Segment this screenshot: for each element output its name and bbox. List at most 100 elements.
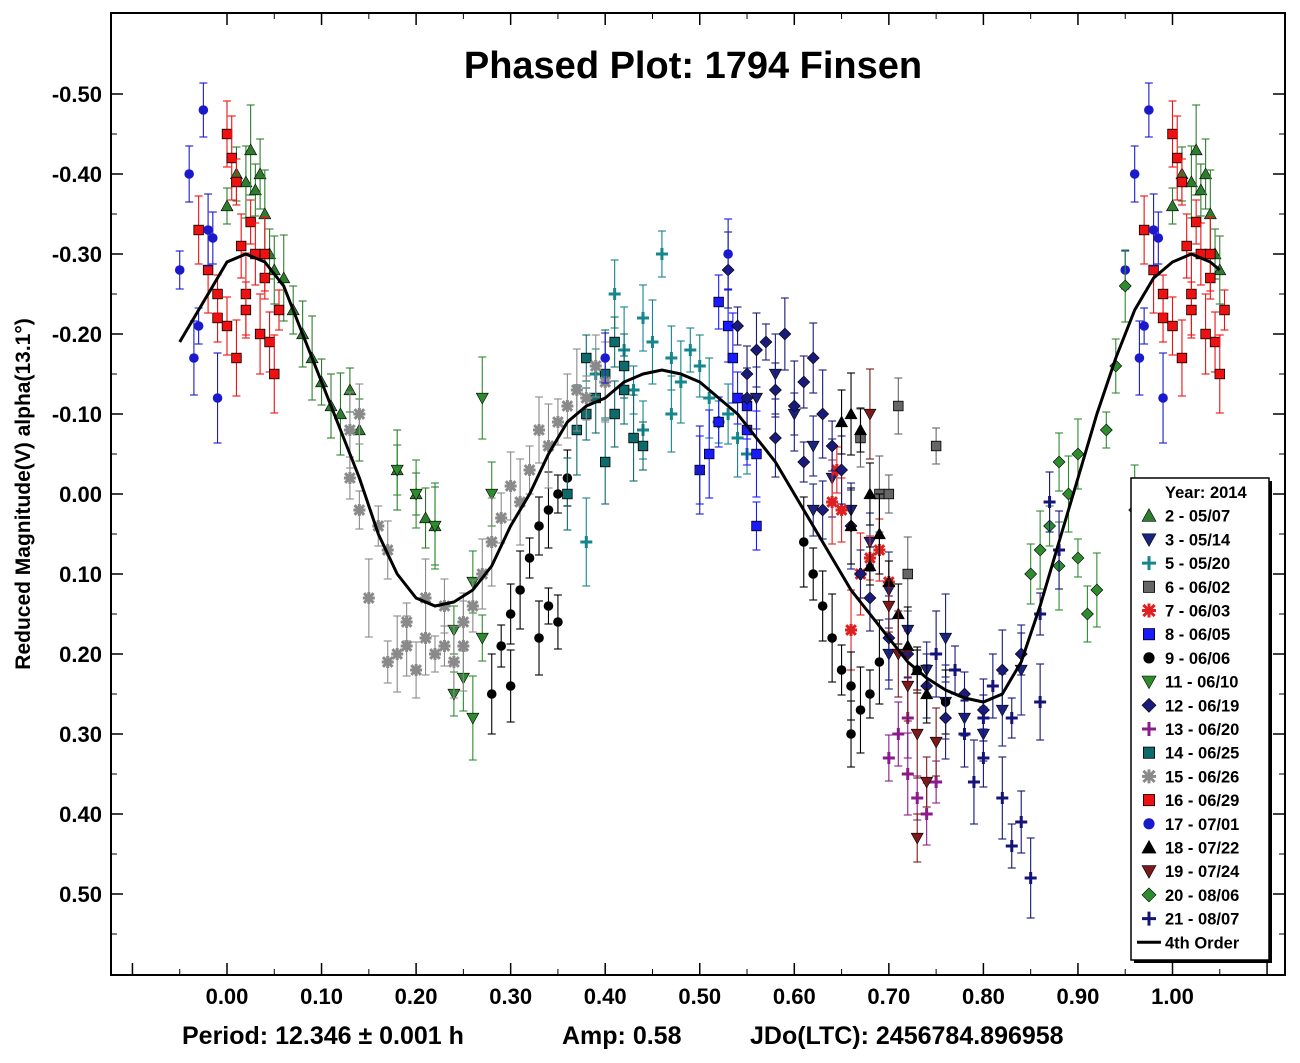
data-point [882, 752, 895, 764]
data-point [703, 392, 716, 404]
data-point [1157, 312, 1169, 324]
data-point [600, 456, 611, 468]
data-point [390, 464, 404, 477]
data-point [977, 752, 990, 764]
data-point [504, 480, 517, 492]
data-point [627, 384, 640, 396]
data-point [475, 392, 489, 405]
x-tick-label: 0.30 [489, 984, 532, 1009]
legend-entry: 19 - 07/24 [1165, 863, 1240, 881]
legend-marker [1141, 508, 1157, 522]
series-18 [930, 471, 1066, 919]
data-point [827, 633, 837, 643]
data-point [231, 176, 242, 188]
data-point [438, 600, 451, 612]
data-point [893, 400, 904, 412]
data-point [1024, 872, 1037, 884]
data-point [391, 648, 404, 660]
data-point [816, 503, 830, 517]
data-point [958, 728, 971, 740]
data-point [259, 248, 271, 260]
data-point [704, 448, 715, 460]
legend-marker [1142, 911, 1156, 926]
data-point [1199, 167, 1213, 180]
data-point [245, 216, 256, 228]
data-point [863, 591, 877, 605]
data-point [419, 632, 432, 644]
data-point [372, 520, 385, 532]
y-tick-label: 0.30 [59, 722, 102, 747]
legend-marker [1141, 839, 1157, 854]
series-16 [863, 368, 943, 863]
data-point [409, 488, 423, 501]
data-point [543, 505, 554, 515]
legend-entry: 21 - 08/07 [1165, 911, 1239, 929]
data-point [731, 432, 744, 444]
data-point [835, 504, 848, 516]
data-point [580, 536, 593, 548]
data-point [723, 249, 733, 259]
data-point [637, 312, 650, 324]
data-point [447, 656, 460, 668]
data-point [221, 320, 233, 332]
legend: Year: 2014 2 - 05/07 3 - 05/14 5 - 05/20 6 -… [1130, 477, 1272, 963]
data-point [264, 336, 275, 348]
legend-entry: 3 - 05/14 [1165, 531, 1231, 549]
legend-entry: 14 - 06/25 [1165, 745, 1239, 763]
data-point [1214, 368, 1225, 380]
data-point [684, 344, 697, 356]
data-point [751, 520, 762, 532]
data-point [865, 689, 875, 699]
data-point [920, 687, 934, 700]
legend-entry: 12 - 06/19 [1165, 697, 1239, 715]
data-point [902, 568, 913, 580]
data-point [930, 440, 942, 452]
data-point [269, 368, 280, 380]
x-tick-label: 0.50 [678, 984, 721, 1009]
data-point [212, 393, 223, 403]
data-point [759, 335, 773, 349]
y-tick-label: -0.10 [52, 402, 102, 427]
data-point [920, 776, 934, 789]
legend-fit-label: 4th Order [1165, 934, 1240, 952]
data-point [825, 439, 839, 453]
data-point [589, 360, 602, 372]
data-point [901, 680, 915, 693]
data-point [787, 399, 801, 413]
data-point [713, 416, 724, 428]
data-point [438, 640, 451, 652]
data-point [1071, 447, 1085, 461]
data-point [428, 520, 442, 533]
data-point [235, 240, 247, 252]
data-point [1005, 712, 1018, 724]
data-point [273, 304, 285, 316]
x-axis: 0.00 0.10 0.20 0.30 0.40 0.50 0.60 0.70 0.80 0.90… [131, 13, 1268, 1009]
data-point [505, 609, 516, 619]
data-point [174, 265, 185, 275]
data-point [486, 689, 497, 699]
legend-marker [1142, 556, 1156, 571]
legend-entry: 16 - 06/29 [1165, 792, 1239, 810]
data-point [254, 328, 266, 340]
data-point [977, 712, 990, 724]
data-point [202, 264, 214, 276]
data-point [797, 375, 811, 389]
data-point [1186, 304, 1197, 316]
data-point [353, 504, 366, 516]
y-tick-label: -0.40 [52, 162, 102, 187]
legend-marker [1143, 580, 1156, 593]
data-point [429, 648, 442, 660]
data-point [637, 440, 649, 452]
data-point [244, 143, 258, 156]
data-point [939, 632, 953, 645]
data-point [844, 407, 858, 420]
data-point [910, 728, 924, 741]
data-point [609, 336, 620, 348]
data-point [768, 383, 782, 397]
y-tick-label: -0.20 [52, 322, 102, 347]
data-point [855, 705, 866, 715]
legend-marker [1143, 628, 1156, 641]
data-point [665, 408, 678, 420]
legend-entry: 2 - 05/07 [1165, 508, 1230, 526]
y-axis-title: Reduced Magnitude(V) alpha(13.1°) [12, 318, 35, 669]
